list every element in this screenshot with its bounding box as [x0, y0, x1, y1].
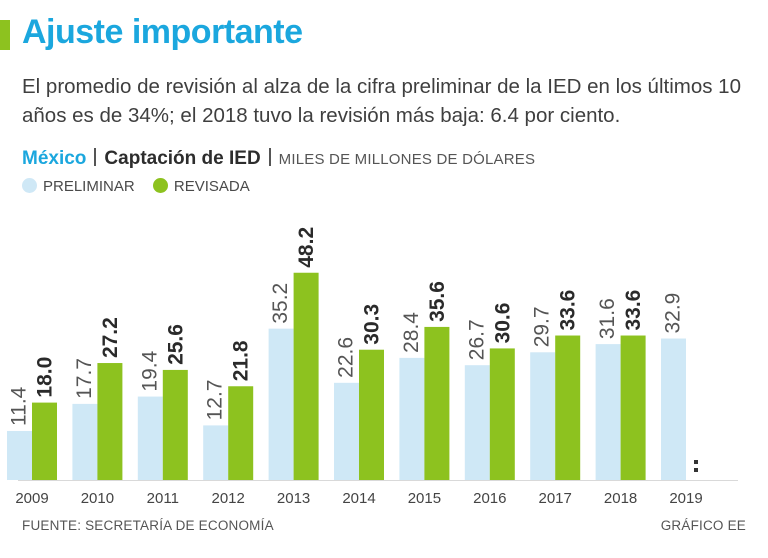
data-label-revisada-2015: 35.6: [426, 281, 449, 322]
bar-revisada-2011: [162, 369, 188, 480]
bar-revisada-2017: [555, 335, 581, 480]
x-tick-label-2017: 2017: [539, 490, 572, 507]
bar-revisada-2014: [359, 349, 384, 480]
data-label-preliminar-2010: 17.7: [73, 358, 96, 399]
legend-swatch-revisada: [152, 178, 168, 193]
bar-preliminar-2009: [7, 430, 32, 480]
bar-revisada-2016: [489, 348, 515, 480]
data-label-revisada-2018: 33.6: [622, 290, 645, 331]
data-label-preliminar-2014: 22.6: [335, 337, 358, 378]
title-accent-bar: [0, 20, 10, 50]
data-label-preliminar-2015: 28.4: [400, 312, 423, 353]
bar-preliminar-2013: [268, 328, 294, 480]
data-label-preliminar-2019: 32.9: [662, 293, 685, 334]
bar-revisada-2018: [620, 335, 646, 480]
graphic-credit: GRÁFICO EE: [660, 518, 746, 533]
bar-preliminar-2016: [464, 365, 490, 480]
subtitle: El promedio de revisión al alza de la ci…: [22, 75, 741, 127]
x-tick-label-2012: 2012: [212, 490, 245, 507]
bar-preliminar-2014: [334, 382, 359, 480]
data-label-preliminar-2016: 26.7: [465, 319, 488, 360]
legend-item-preliminar: PRELIMINAR: [22, 176, 135, 198]
data-label-revisada-2016: 30.6: [491, 303, 514, 344]
heading-separator: [268, 148, 271, 166]
x-tick-label-2018: 2018: [604, 490, 637, 507]
data-label-revisada-2013: 48.2: [295, 227, 318, 268]
data-label-revisada-2009: 18.0: [34, 357, 57, 398]
missing-marker-2019: [694, 460, 698, 464]
x-tick-label-2009: 2009: [15, 490, 48, 507]
missing-marker-2019: [694, 468, 698, 472]
data-label-preliminar-2011: 19.4: [138, 350, 161, 391]
x-tick-label-2019: 2019: [669, 490, 702, 507]
x-tick-label-2015: 2015: [408, 490, 441, 507]
chart-units: MILES DE MILLONES DE DÓLARES: [278, 151, 536, 168]
chart-country: México: [22, 148, 87, 169]
data-label-preliminar-2012: 12.7: [204, 380, 227, 421]
x-tick-label-2016: 2016: [473, 490, 506, 507]
data-label-preliminar-2009: 11.4: [8, 386, 31, 426]
bar-revisada-2012: [228, 386, 254, 480]
legend-item-revisada: REVISADA: [152, 176, 250, 198]
x-tick-label-2011: 2011: [147, 490, 179, 507]
bar-chart: 11.418.0 2009 17.727.2 2010 19.425.6 2011 12.7…: [7, 227, 738, 507]
data-label-revisada-2017: 33.6: [557, 290, 580, 331]
bar-revisada-2015: [424, 326, 450, 480]
legend-label-revisada: REVISADA: [173, 178, 250, 195]
bar-preliminar-2018: [595, 344, 621, 480]
heading-separator: [94, 148, 97, 166]
bar-preliminar-2017: [530, 352, 556, 480]
bar-preliminar-2015: [399, 357, 425, 480]
data-label-revisada-2012: 21.8: [230, 340, 253, 381]
bar-preliminar-2012: [203, 425, 229, 480]
bar-revisada-2010: [97, 363, 123, 480]
chart-legend: PRELIMINAR REVISADA: [22, 176, 264, 198]
chart-heading: México Captación de IED MILES DE MILLONES …: [22, 146, 535, 173]
data-label-preliminar-2017: 29.7: [531, 306, 554, 347]
data-label-revisada-2010: 27.2: [99, 317, 122, 358]
data-label-preliminar-2018: 31.6: [596, 298, 619, 339]
x-tick-label-2010: 2010: [81, 490, 114, 507]
bar-preliminar-2010: [72, 403, 98, 480]
page-title: Ajuste importante: [22, 13, 303, 51]
x-tick-label-2014: 2014: [342, 490, 375, 507]
bar-revisada-2009: [32, 402, 57, 480]
x-tick-label-2013: 2013: [277, 490, 310, 507]
chart-series-title: Captación de IED: [104, 148, 261, 169]
legend-label-preliminar: PRELIMINAR: [43, 178, 135, 195]
source-note: FUENTE: SECRETARÍA DE ECONOMÍA: [22, 518, 274, 533]
legend-swatch-preliminar: [22, 178, 37, 193]
bar-revisada-2013: [293, 272, 319, 480]
data-label-revisada-2011: 25.6: [164, 324, 187, 365]
data-label-revisada-2014: 30.3: [361, 304, 384, 345]
bar-preliminar-2019: [661, 338, 686, 480]
bar-preliminar-2011: [137, 396, 163, 480]
data-label-preliminar-2013: 35.2: [269, 283, 292, 324]
